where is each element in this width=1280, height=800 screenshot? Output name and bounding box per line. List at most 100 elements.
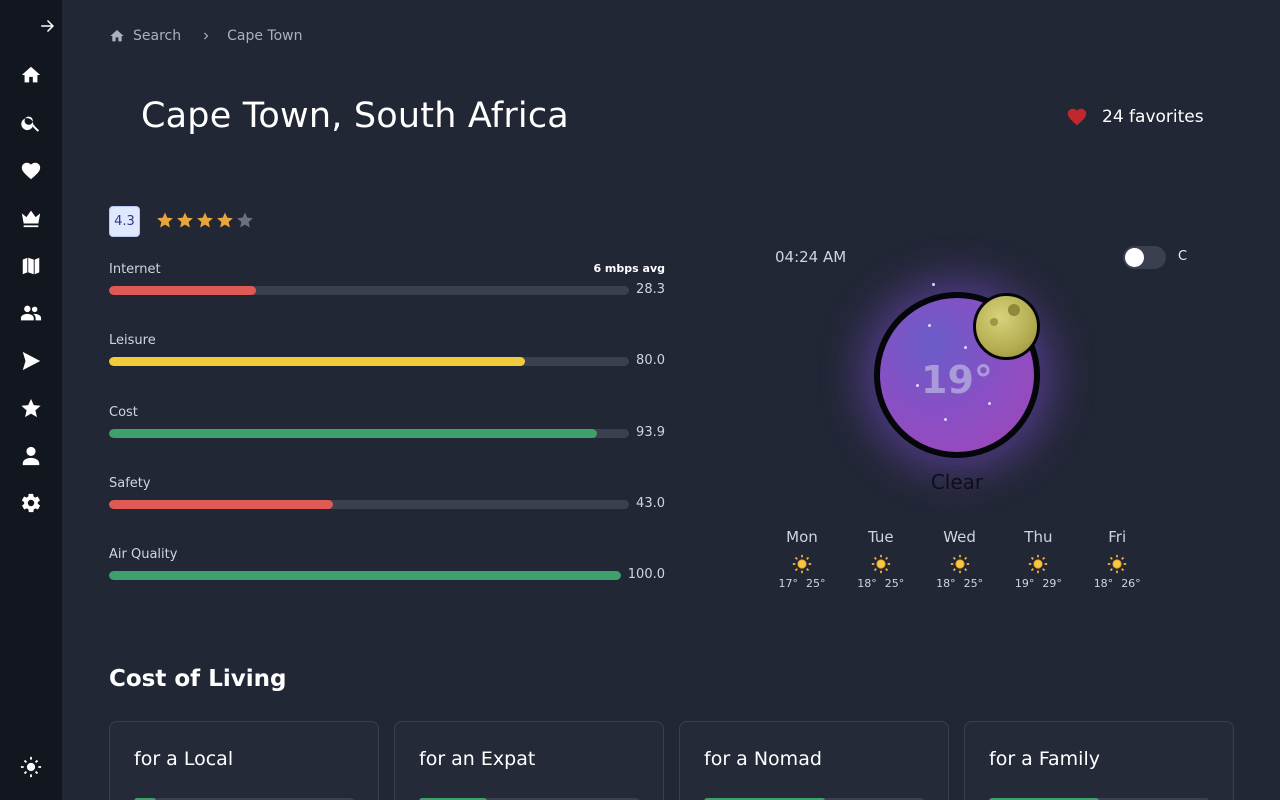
sun-icon [871, 554, 891, 574]
forecast-temps: 18° 25° [851, 577, 911, 590]
page-title: Cape Town, South Africa [141, 96, 569, 136]
rating: 4.3 [109, 206, 254, 237]
metric-value: 100.0 [627, 567, 665, 583]
cost-card-bar-fill [134, 798, 156, 800]
favorites-count: 24 favorites [1102, 107, 1204, 127]
forecast-low: 18° [857, 577, 877, 590]
weather-orb: 19° [874, 292, 1040, 458]
forecast-high: 25° [884, 577, 905, 590]
person-icon[interactable] [19, 444, 43, 468]
forecast-high: 25° [806, 577, 826, 590]
search-icon[interactable] [19, 111, 43, 135]
forecast-temps: 17° 25° [772, 577, 832, 590]
sun-icon [1028, 554, 1048, 574]
forecast-temps: 18° 26° [1087, 577, 1147, 590]
home-icon[interactable] [19, 63, 43, 87]
metric-bar-fill [109, 571, 621, 581]
crown-icon[interactable] [19, 206, 43, 230]
metric-bar [109, 428, 629, 438]
cost-card-bar [989, 798, 1209, 800]
metric-label: Air Quality [109, 547, 178, 563]
heart-icon [1067, 108, 1087, 126]
metric-label: Internet [109, 262, 161, 277]
metric-bar [109, 357, 629, 367]
breadcrumb-current[interactable]: Cape Town [227, 28, 303, 44]
cost-card[interactable]: for a Nomad [679, 721, 949, 800]
cost-card[interactable]: for a Family [964, 721, 1234, 800]
home-icon [110, 30, 124, 42]
cost-card-bar [419, 798, 639, 800]
people-icon[interactable] [19, 301, 43, 325]
star-dot [988, 402, 991, 405]
cost-card-title: for a Local [134, 748, 234, 770]
expand-sidebar-icon[interactable] [38, 16, 58, 36]
cost-card[interactable]: for an Expat [394, 721, 664, 800]
sidebar [0, 0, 62, 800]
cost-card-bar-fill [704, 798, 825, 800]
metric-row: Leisure 80.0 [109, 333, 665, 373]
sun-icon[interactable] [19, 755, 43, 779]
breadcrumb-search-link[interactable]: Search [109, 28, 181, 44]
star-icon[interactable] [19, 396, 43, 420]
star-filled-icon [156, 211, 174, 233]
star-dot [932, 283, 935, 286]
star-empty-icon [236, 211, 254, 233]
star-dot [964, 346, 967, 349]
weather-condition: Clear [930, 470, 984, 494]
forecast-low: 18° [936, 577, 956, 590]
forecast-day-name: Mon [786, 528, 818, 546]
current-temperature: 19° [921, 358, 993, 402]
forecast-temps: 18° 25° [930, 577, 990, 590]
star-dot [916, 384, 919, 387]
metric-bar-fill [109, 286, 257, 295]
forecast-day-name: Tue [867, 528, 894, 546]
cost-card-bar-fill [989, 798, 1099, 800]
cost-card-bar [134, 798, 354, 800]
sun-icon [950, 554, 970, 574]
metric-extra: 6 mbps avg [593, 262, 665, 275]
metric-label: Leisure [109, 333, 156, 349]
forecast-high: 29° [1042, 577, 1062, 590]
chevron-right-icon [199, 29, 213, 43]
forecast-day-name: Fri [1108, 528, 1127, 546]
forecast-day-name: Thu [1024, 528, 1053, 546]
forecast-low: 18° [1093, 577, 1114, 590]
metric-row: Internet 6 mbps avg 28.3 [109, 262, 665, 302]
metric-bar-fill [109, 428, 598, 438]
star-filled-icon [216, 211, 234, 233]
star-dot [944, 418, 947, 421]
forecast-day: Thu 19° 29° [1008, 528, 1068, 590]
rating-badge: 4.3 [109, 206, 140, 237]
forecast-day-name: Wed [943, 528, 976, 546]
breadcrumb: Search Cape Town [109, 26, 302, 46]
forecast-day: Fri 18° 26° [1087, 528, 1147, 590]
unit-toggle-knob [1125, 248, 1144, 267]
rating-stars [156, 211, 254, 233]
metric-bar-fill [109, 357, 525, 367]
map-icon[interactable] [19, 254, 43, 278]
favorites-button[interactable]: 24 favorites [1066, 106, 1204, 128]
heart-icon[interactable] [19, 159, 43, 183]
cost-card[interactable]: for a Local [109, 721, 379, 800]
cost-card-title: for a Family [989, 748, 1100, 770]
breadcrumb-search-label: Search [133, 28, 182, 44]
metric-bar [109, 286, 629, 295]
forecast-day: Tue 18° 25° [851, 528, 911, 590]
star-filled-icon [196, 211, 214, 233]
sun-icon [1107, 554, 1127, 574]
metric-row: Air Quality 100.0 [109, 547, 665, 587]
metric-bar-fill [109, 499, 333, 509]
forecast-day: Mon 17° 25° [772, 528, 832, 590]
forecast-low: 19° [1014, 577, 1035, 590]
metric-label: Cost [109, 404, 138, 420]
gear-icon[interactable] [19, 491, 43, 515]
send-icon[interactable] [19, 349, 43, 373]
unit-label: C [1178, 249, 1188, 264]
cost-card-title: for an Expat [419, 748, 536, 770]
cost-card-title: for a Nomad [704, 748, 822, 770]
metric-value: 43.0 [636, 495, 665, 511]
forecast-high: 25° [963, 577, 984, 590]
cost-of-living-title: Cost of Living [109, 666, 287, 692]
metric-bar [109, 571, 621, 581]
unit-toggle[interactable] [1123, 246, 1166, 269]
